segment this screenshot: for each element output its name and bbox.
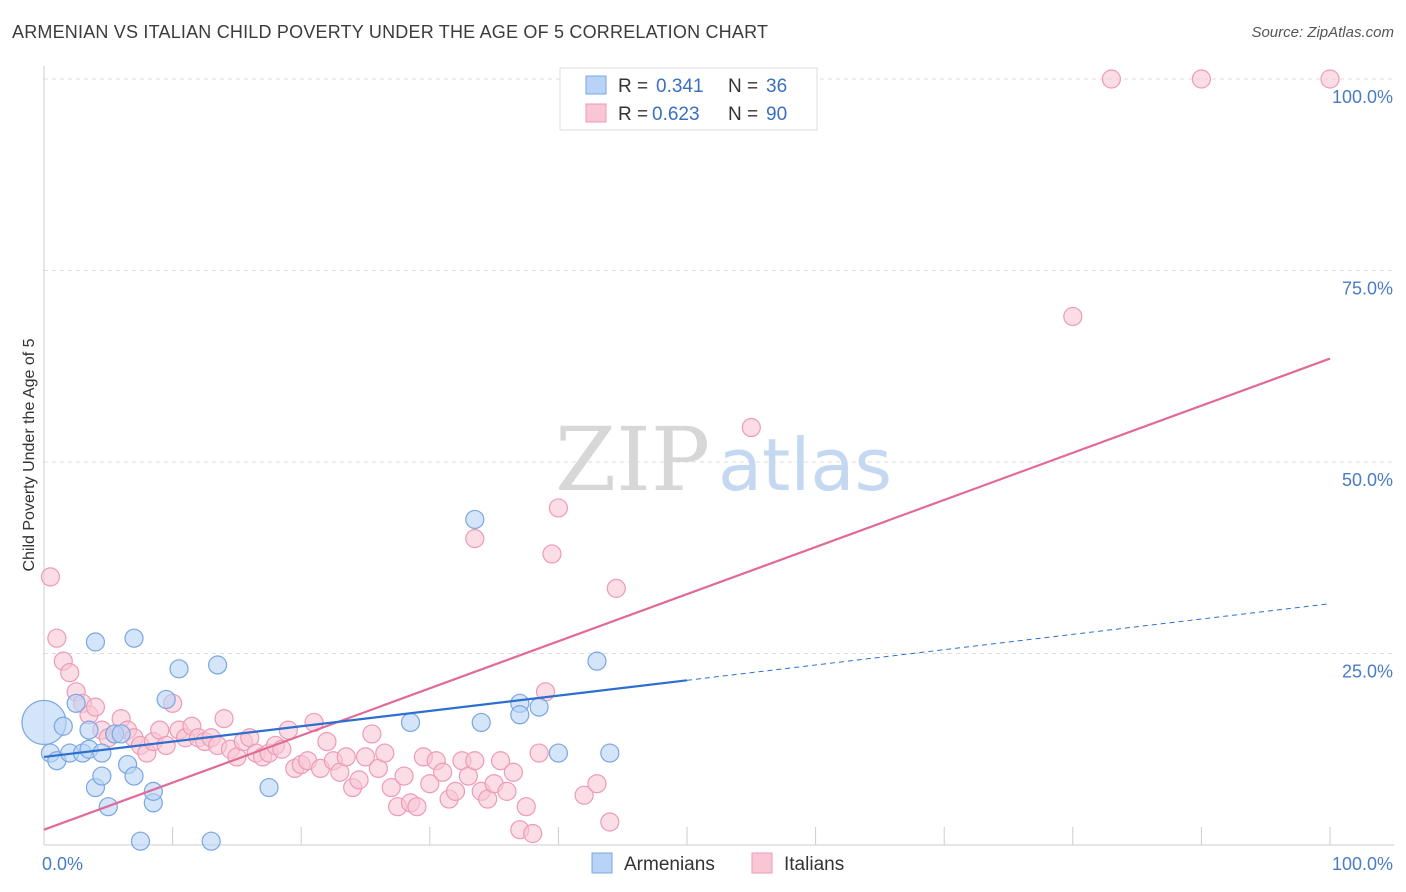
armenians-point — [400, 712, 421, 733]
tick-labels: 25.0% 50.0% 75.0% 100.0% 0.0% 100.0% — [42, 87, 1393, 874]
trend-lines — [43, 357, 1331, 831]
armenians-point — [111, 724, 131, 744]
armenians-point — [471, 712, 491, 733]
italians-point — [433, 762, 453, 782]
legend-r-value: 0.623 — [652, 104, 700, 125]
armenians-point — [79, 720, 99, 740]
armenians-point — [53, 716, 73, 736]
italians-point — [214, 709, 234, 729]
armenians-point — [130, 831, 151, 851]
italians-point — [523, 823, 543, 844]
y-tick-label: 100.0% — [1332, 87, 1393, 107]
armenians-point — [600, 743, 620, 763]
legend-n-label: N = — [728, 76, 758, 97]
watermark: ZIP atlas — [555, 408, 892, 511]
legend-swatch-italians — [585, 103, 607, 123]
armenians-point — [92, 743, 112, 763]
armenians-point — [92, 766, 112, 786]
italians-point — [278, 720, 298, 740]
italians-point — [60, 663, 80, 683]
italians-point — [574, 785, 594, 805]
italians-point — [497, 781, 517, 801]
italians-point — [465, 751, 485, 771]
italians-point — [1063, 306, 1083, 327]
source-label: Source: ZipAtlas.com — [1251, 24, 1394, 41]
italians-point — [407, 797, 427, 817]
armenians-point — [201, 831, 221, 851]
armenians-point — [587, 651, 607, 671]
italians-point — [40, 567, 61, 587]
legend-n-value: 90 — [766, 104, 787, 125]
italians-point — [420, 774, 440, 794]
armenians-points — [21, 509, 620, 851]
armenians-trend-line — [43, 679, 688, 759]
x-tick-label: 100.0% — [1332, 854, 1393, 874]
y-tick-label: 25.0% — [1342, 662, 1393, 682]
italians-point — [394, 766, 414, 786]
legend-r-label: R = — [618, 76, 648, 97]
legend-swatch-armenians — [585, 75, 607, 95]
italians-point — [1320, 69, 1340, 89]
y-axis-label: Child Poverty Under the Age of 5 — [21, 338, 38, 571]
italians-point — [317, 731, 337, 752]
armenians-point — [259, 777, 279, 798]
legend-r-label: R = — [618, 104, 648, 125]
italians-point — [156, 735, 176, 756]
armenians-point — [124, 628, 144, 648]
italians-point — [85, 697, 106, 717]
gridlines — [44, 78, 1395, 654]
bottom-legend-swatch-italians — [751, 852, 773, 874]
italians-point — [355, 747, 376, 767]
armenians-point — [85, 632, 106, 652]
armenians-point — [208, 655, 228, 675]
armenians-trend-extension — [686, 603, 1331, 681]
bottom-legend-swatch-armenians — [591, 852, 613, 874]
bottom-legend-armenians: Armenians — [624, 854, 715, 875]
x-tick-label: 0.0% — [42, 854, 83, 874]
italians-point — [741, 417, 761, 438]
italians-points — [40, 69, 1340, 844]
armenians-point — [465, 509, 485, 530]
italians-point — [375, 743, 395, 763]
italians-point — [1101, 69, 1121, 89]
bottom-legend-italians: Italians — [784, 854, 844, 875]
watermark-zip: ZIP — [555, 408, 710, 511]
italians-point — [1191, 69, 1212, 89]
italians-point — [548, 498, 569, 518]
bottom-legend: Armenians Italians — [591, 852, 844, 875]
italians-point — [349, 770, 369, 790]
y-tick-label: 50.0% — [1342, 470, 1393, 490]
italians-trend-line — [43, 357, 1331, 831]
italians-point — [490, 751, 511, 771]
y-tick-label: 75.0% — [1342, 279, 1393, 299]
italians-point — [600, 812, 620, 832]
armenians-point — [529, 697, 549, 717]
chart-title: ARMENIAN VS ITALIAN CHILD POVERTY UNDER … — [12, 22, 769, 42]
legend-n-label: N = — [728, 104, 758, 125]
legend: R = 0.341 N = 36 R = 0.623 N = 90 — [559, 67, 818, 131]
italians-point — [445, 781, 466, 801]
armenians-point — [548, 743, 569, 763]
italians-point — [381, 777, 401, 798]
italians-point — [336, 747, 356, 767]
legend-n-value: 36 — [766, 76, 787, 97]
italians-point — [529, 743, 549, 763]
italians-point — [606, 578, 626, 598]
italians-point — [47, 628, 67, 648]
armenians-point — [66, 693, 86, 713]
italians-point — [362, 724, 382, 744]
legend-r-value: 0.341 — [656, 76, 704, 97]
italians-point — [542, 544, 562, 564]
italians-point — [516, 797, 536, 817]
armenians-point — [124, 766, 144, 786]
armenians-point — [510, 705, 530, 725]
armenians-point — [156, 689, 176, 710]
watermark-atlas: atlas — [718, 423, 892, 507]
armenians-point — [169, 659, 189, 679]
italians-point — [503, 762, 523, 782]
italians-point — [465, 528, 485, 549]
italians-point — [587, 774, 607, 794]
